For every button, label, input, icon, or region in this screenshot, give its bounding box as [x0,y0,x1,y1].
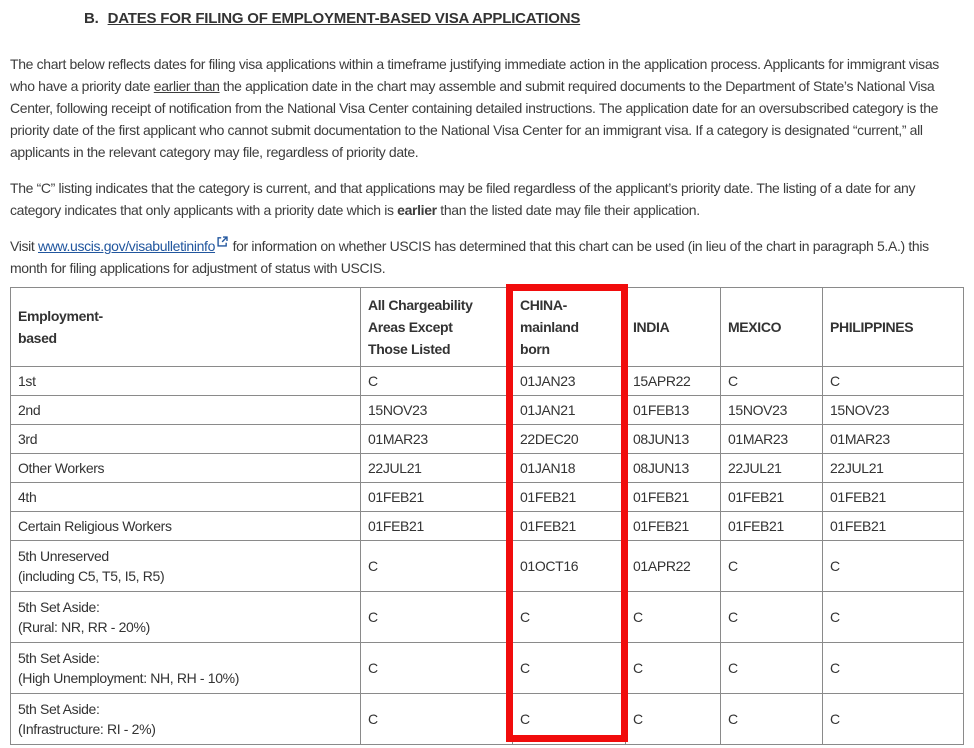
external-link-icon [217,236,228,247]
date-cell: 15NOV23 [360,395,513,425]
date-cell: 01FEB21 [625,482,721,512]
date-cell: C [720,366,823,396]
date-cell: 01FEB21 [822,482,964,512]
table-row: Certain Religious Workers 01FEB21 01FEB2… [10,511,964,541]
date-cell: 15NOV23 [822,395,964,425]
date-cell: 01JAN23 [512,366,626,396]
table-row: 5th Unreserved (including C5, T5, I5, R5… [10,540,964,592]
date-cell: 01FEB21 [360,511,513,541]
date-cell: 01FEB21 [625,511,721,541]
category-cell: 5th Set Aside: (Infrastructure: RI - 2%) [10,693,361,745]
category-cell: 5th Set Aside: (Rural: NR, RR - 20%) [10,591,361,643]
table-row: 5th Set Aside: (Rural: NR, RR - 20%) C C… [10,591,964,643]
date-cell: 08JUN13 [625,453,721,483]
paragraph-text: The chart below reflects dates for filin… [10,56,939,94]
date-cell: C [720,540,823,592]
date-cell: C [625,642,721,694]
date-cell: 01MAR23 [822,424,964,454]
date-cell: C [822,540,964,592]
col-header-philippines: PHILIPPINES [822,287,964,367]
date-cell: C [360,540,513,592]
date-cell: C [360,591,513,643]
category-cell: 5th Set Aside: (High Unemployment: NH, R… [10,642,361,694]
category-cell: 4th [10,482,361,512]
date-cell: C [720,591,823,643]
date-cell: 01APR22 [625,540,721,592]
date-cell: 01FEB21 [822,511,964,541]
date-cell: C [822,693,964,745]
table-row: 5th Set Aside: (High Unemployment: NH, R… [10,642,964,694]
table-row: 1st C 01JAN23 15APR22 C C [10,366,964,396]
uscis-link-text: www.uscis.gov/visabulletininfo [38,238,216,254]
date-cell: 08JUN13 [625,424,721,454]
underlined-phrase: earlier than [153,78,220,94]
date-cell: C [512,591,626,643]
date-cell: 01FEB21 [720,511,823,541]
date-cell: C [720,693,823,745]
paragraph-text: The “C” listing indicates that the categ… [10,180,916,218]
date-cell: 22JUL21 [720,453,823,483]
col-header-all-chargeability: All Chargeability Areas Except Those Lis… [360,287,513,367]
category-cell: 3rd [10,424,361,454]
date-cell: 01JAN21 [512,395,626,425]
date-cell: C [625,591,721,643]
section-heading-title: DATES FOR FILING OF EMPLOYMENT-BASED VIS… [107,10,581,27]
section-heading-prefix: B. [84,10,99,27]
col-header-india: INDIA [625,287,721,367]
date-cell: C [512,693,626,745]
date-cell: 01FEB13 [625,395,721,425]
paragraph-text: than the listed date may file their appl… [436,202,700,218]
date-cell: C [360,366,513,396]
date-cell: 01FEB21 [512,511,626,541]
category-cell: 2nd [10,395,361,425]
date-cell: 15APR22 [625,366,721,396]
date-cell: 01FEB21 [360,482,513,512]
table-header-row: Employment- based All Chargeability Area… [10,287,964,367]
paragraph-text: the application date in the chart may as… [10,78,939,160]
section-heading: B. DATES FOR FILING OF EMPLOYMENT-BASED V… [84,10,962,27]
table-row: Other Workers 22JUL21 01JAN18 08JUN13 22… [10,453,964,483]
date-cell: C [512,642,626,694]
date-cell: C [360,642,513,694]
date-cell: 15NOV23 [720,395,823,425]
date-cell: C [822,591,964,643]
col-header-employment-based: Employment- based [10,287,361,367]
date-cell: C [822,366,964,396]
intro-paragraph: The chart below reflects dates for filin… [0,53,974,163]
bold-phrase: earlier [397,202,437,218]
category-cell: 5th Unreserved (including C5, T5, I5, R5… [10,540,361,592]
table-row: 2nd 15NOV23 01JAN21 01FEB13 15NOV23 15NO… [10,395,964,425]
date-cell: 22JUL21 [822,453,964,483]
date-cell: C [625,693,721,745]
date-cell: 01FEB21 [720,482,823,512]
date-cell: C [822,642,964,694]
category-cell: Other Workers [10,453,361,483]
table-row: 4th 01FEB21 01FEB21 01FEB21 01FEB21 01FE… [10,482,964,512]
date-cell: 01FEB21 [512,482,626,512]
visa-dates-table: Employment- based All Chargeability Area… [10,287,964,745]
category-cell: 1st [10,366,361,396]
date-cell: 01OCT16 [512,540,626,592]
date-cell: 01MAR23 [360,424,513,454]
date-cell: 01JAN18 [512,453,626,483]
uscis-info-paragraph: Visit www.uscis.gov/visabulletininfo for… [0,235,974,279]
date-cell: 22DEC20 [512,424,626,454]
date-cell: C [360,693,513,745]
paragraph-text: Visit [10,238,38,254]
paragraph-text: for information on whether USCIS has det… [10,238,929,276]
category-cell: Certain Religious Workers [10,511,361,541]
date-cell: 01MAR23 [720,424,823,454]
col-header-china: CHINA- mainland born [512,287,626,367]
date-cell: C [720,642,823,694]
current-listing-paragraph: The “C” listing indicates that the categ… [0,177,974,221]
table-row: 5th Set Aside: (Infrastructure: RI - 2%)… [10,693,964,745]
date-cell: 22JUL21 [360,453,513,483]
col-header-mexico: MEXICO [720,287,823,367]
table-row: 3rd 01MAR23 22DEC20 08JUN13 01MAR23 01MA… [10,424,964,454]
uscis-link[interactable]: www.uscis.gov/visabulletininfo [38,236,229,254]
